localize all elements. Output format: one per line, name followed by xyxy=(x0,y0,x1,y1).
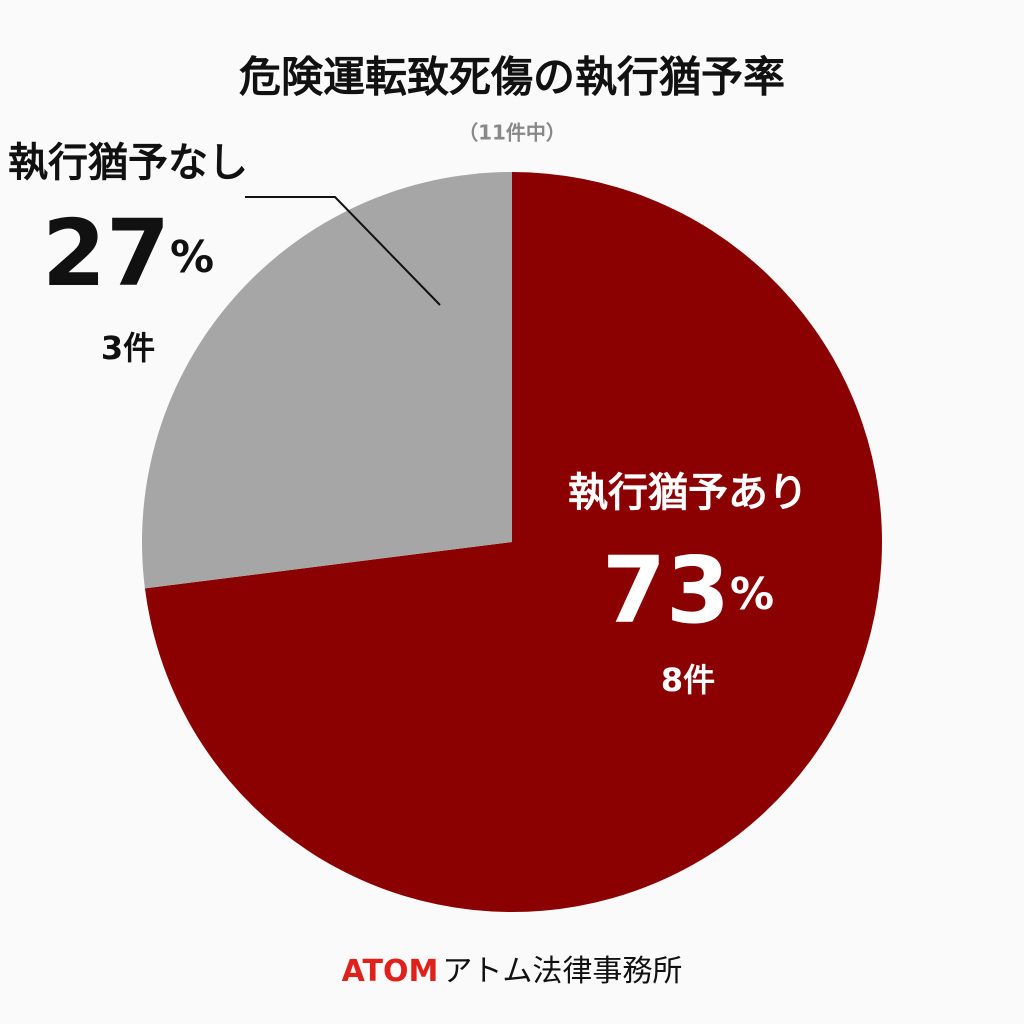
leader-line xyxy=(245,196,441,306)
slice-label: 執行猶予あり xyxy=(568,470,808,516)
value-label: 27% xyxy=(42,200,214,307)
count-label: 8件 xyxy=(661,661,715,699)
pie xyxy=(141,172,883,912)
chart-subtitle: （11件中） xyxy=(458,121,566,145)
pie-slice xyxy=(141,172,512,589)
chart-title: 危険運転致死傷の執行猶予率 xyxy=(239,53,785,102)
footer: ATOM アトム法律事務所 xyxy=(342,954,683,989)
value-label: 73% xyxy=(602,537,774,644)
slice-label: 執行猶予なし xyxy=(8,140,248,186)
pie-slice xyxy=(144,172,883,912)
footer-name: アトム法律事務所 xyxy=(442,954,682,989)
footer-brand: ATOM xyxy=(342,954,439,989)
count-label: 3件 xyxy=(101,329,155,367)
